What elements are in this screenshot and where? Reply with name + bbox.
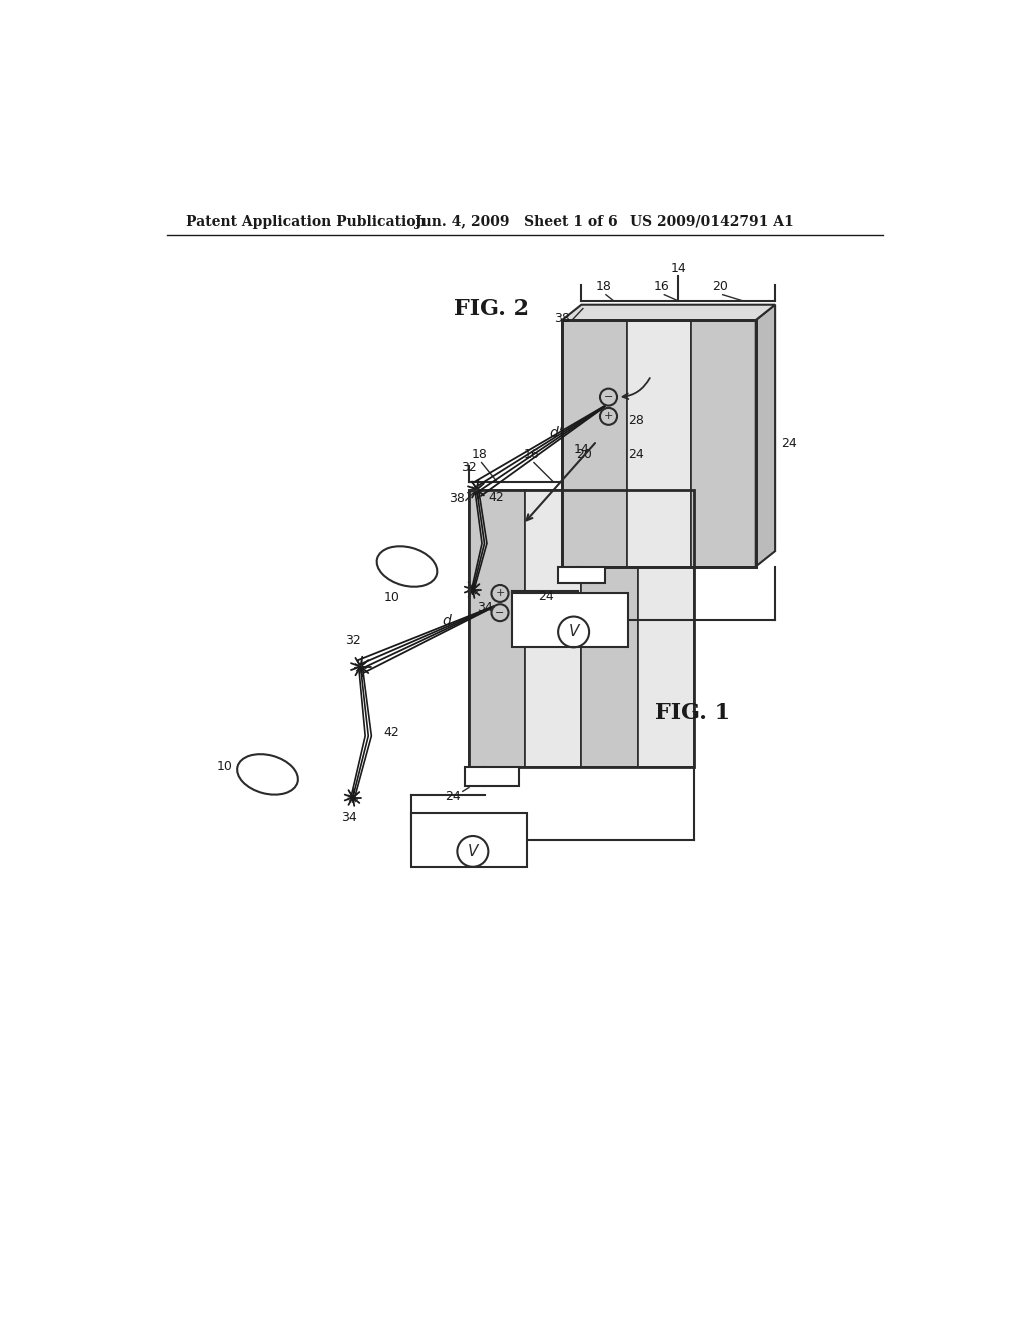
Text: 20: 20: [713, 280, 728, 293]
Text: 18: 18: [596, 280, 611, 293]
Text: V: V: [468, 843, 478, 859]
Ellipse shape: [377, 546, 437, 586]
Text: 24: 24: [539, 590, 554, 603]
Polygon shape: [756, 305, 775, 566]
Bar: [562, 321, 756, 566]
Text: V: V: [568, 624, 579, 639]
Text: 14: 14: [573, 444, 589, 455]
Text: −: −: [496, 607, 505, 618]
Text: FIG. 1: FIG. 1: [655, 702, 730, 723]
Text: 14: 14: [671, 261, 686, 275]
Text: 16: 16: [523, 447, 540, 461]
Text: Patent Application Publication: Patent Application Publication: [186, 215, 426, 228]
Text: 28: 28: [628, 413, 644, 426]
Polygon shape: [562, 305, 775, 321]
Text: −: −: [604, 392, 613, 403]
Bar: [558, 566, 604, 583]
Text: 42: 42: [384, 726, 399, 739]
Bar: [638, 490, 693, 767]
Bar: [469, 490, 525, 767]
Text: 38: 38: [554, 312, 569, 325]
Text: d: d: [442, 614, 451, 628]
Text: 24: 24: [781, 437, 797, 450]
Bar: [582, 490, 638, 767]
Text: 32: 32: [461, 461, 477, 474]
Bar: [562, 321, 627, 566]
Text: 32: 32: [345, 635, 360, 647]
Text: FIG. 2: FIG. 2: [454, 297, 528, 319]
Text: 20: 20: [575, 447, 592, 461]
Text: d’: d’: [550, 425, 563, 440]
Text: 10: 10: [384, 591, 399, 603]
Text: 24: 24: [445, 789, 461, 803]
Text: 34: 34: [341, 812, 356, 825]
Text: 10: 10: [217, 760, 232, 774]
Ellipse shape: [238, 754, 298, 795]
Bar: [465, 767, 519, 785]
Text: 34: 34: [477, 601, 493, 614]
Text: 16: 16: [654, 280, 670, 293]
Bar: [627, 321, 691, 566]
Bar: [691, 321, 756, 566]
Text: +: +: [496, 589, 505, 598]
Text: 42: 42: [488, 491, 504, 504]
Bar: [562, 321, 756, 566]
Text: US 2009/0142791 A1: US 2009/0142791 A1: [630, 215, 794, 228]
Bar: [525, 490, 582, 767]
Bar: [512, 594, 628, 647]
Text: Jun. 4, 2009   Sheet 1 of 6: Jun. 4, 2009 Sheet 1 of 6: [415, 215, 617, 228]
Bar: [411, 813, 527, 867]
Bar: [469, 490, 693, 767]
Text: +: +: [604, 412, 613, 421]
Text: 18: 18: [471, 447, 487, 461]
Text: 38: 38: [450, 492, 465, 506]
Text: 28: 28: [519, 591, 536, 603]
Text: 24: 24: [629, 447, 644, 461]
